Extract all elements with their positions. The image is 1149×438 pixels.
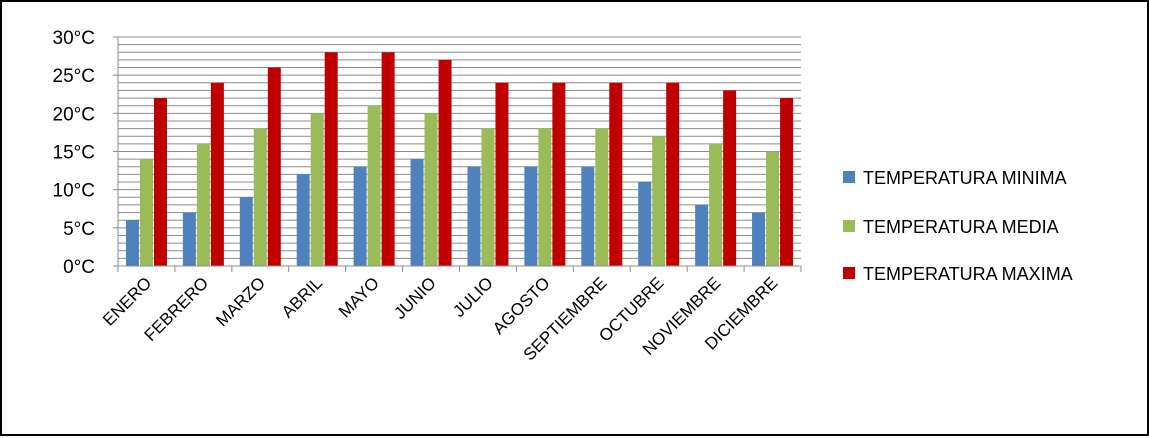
bar-temperatura-media-septiembre — [595, 128, 609, 266]
bar-temperatura-media-junio — [424, 113, 438, 266]
bar-temperatura-maxima-abril — [324, 52, 338, 267]
y-tick-labels: 0°C 5°C 10°C 15°C 20°C 25°C 30°C — [53, 28, 95, 278]
bar-temperatura-maxima-octubre — [666, 82, 680, 266]
x-tick-label: MARZO — [212, 273, 269, 330]
legend-swatch-temperatura-media — [843, 220, 855, 232]
y-tick-label: 5°C — [63, 219, 95, 240]
y-tick-label: 20°C — [53, 104, 95, 125]
bar-temperatura-maxima-febrero — [210, 82, 224, 266]
bar-temperatura-minima-octubre — [638, 182, 652, 266]
bar-temperatura-maxima-julio — [495, 82, 509, 266]
bar-temperatura-minima-abril — [296, 174, 310, 266]
x-tick-label: JUNIO — [390, 273, 439, 322]
bar-temperatura-media-febrero — [196, 143, 210, 266]
bar-temperatura-minima-agosto — [524, 166, 538, 266]
bar-temperatura-minima-noviembre — [695, 204, 709, 266]
legend-label: TEMPERATURA MAXIMA — [863, 264, 1073, 284]
bar-temperatura-media-octubre — [652, 136, 666, 266]
bar-temperatura-maxima-mayo — [381, 52, 395, 267]
bar-temperatura-maxima-noviembre — [723, 90, 737, 266]
bar-temperatura-minima-diciembre — [752, 212, 766, 266]
x-tick-label: MAYO — [335, 273, 383, 321]
bar-temperatura-media-abril — [310, 113, 324, 266]
y-tick-label: 25°C — [53, 66, 95, 87]
bar-temperatura-media-noviembre — [709, 143, 723, 266]
legend-label: TEMPERATURA MINIMA — [863, 168, 1067, 188]
y-tick-label: 0°C — [63, 257, 95, 278]
bar-temperatura-media-diciembre — [766, 151, 780, 266]
legend-swatch-temperatura-minima — [843, 171, 855, 183]
legend-swatch-temperatura-maxima — [843, 267, 855, 279]
bar-temperatura-maxima-junio — [438, 59, 452, 267]
legend: TEMPERATURA MINIMA TEMPERATURA MEDIA TEMPE… — [843, 168, 1073, 284]
bar-temperatura-minima-septiembre — [581, 166, 595, 266]
bar-temperatura-maxima-agosto — [552, 82, 566, 266]
gridlines — [118, 36, 801, 267]
y-tick-label: 30°C — [53, 28, 95, 49]
bar-temperatura-maxima-enero — [153, 98, 167, 266]
bar-temperatura-minima-marzo — [239, 197, 253, 266]
x-tick-label: ABRIL — [278, 273, 326, 321]
y-tick-label: 10°C — [53, 181, 95, 202]
y-tick-label: 15°C — [53, 143, 95, 164]
bar-temperatura-minima-junio — [410, 159, 424, 266]
bar-temperatura-media-enero — [139, 159, 153, 266]
bar-temperatura-minima-enero — [125, 220, 139, 266]
bar-temperatura-maxima-marzo — [267, 67, 281, 267]
bar-temperatura-media-agosto — [538, 128, 552, 266]
bar-temperatura-media-julio — [481, 128, 495, 266]
axes — [113, 36, 802, 272]
bar-temperatura-minima-julio — [467, 166, 481, 266]
x-tick-label: ENERO — [99, 273, 155, 329]
bar-temperatura-maxima-septiembre — [609, 82, 623, 266]
x-tick-label: JULIO — [449, 273, 497, 321]
bar-temperatura-minima-febrero — [182, 212, 196, 266]
bar-temperatura-maxima-diciembre — [780, 98, 794, 266]
legend-label: TEMPERATURA MEDIA — [863, 217, 1059, 237]
bar-temperatura-media-mayo — [367, 105, 381, 266]
bar-temperatura-media-marzo — [253, 128, 267, 266]
bar-temperatura-minima-mayo — [353, 166, 367, 266]
bars — [125, 52, 794, 267]
